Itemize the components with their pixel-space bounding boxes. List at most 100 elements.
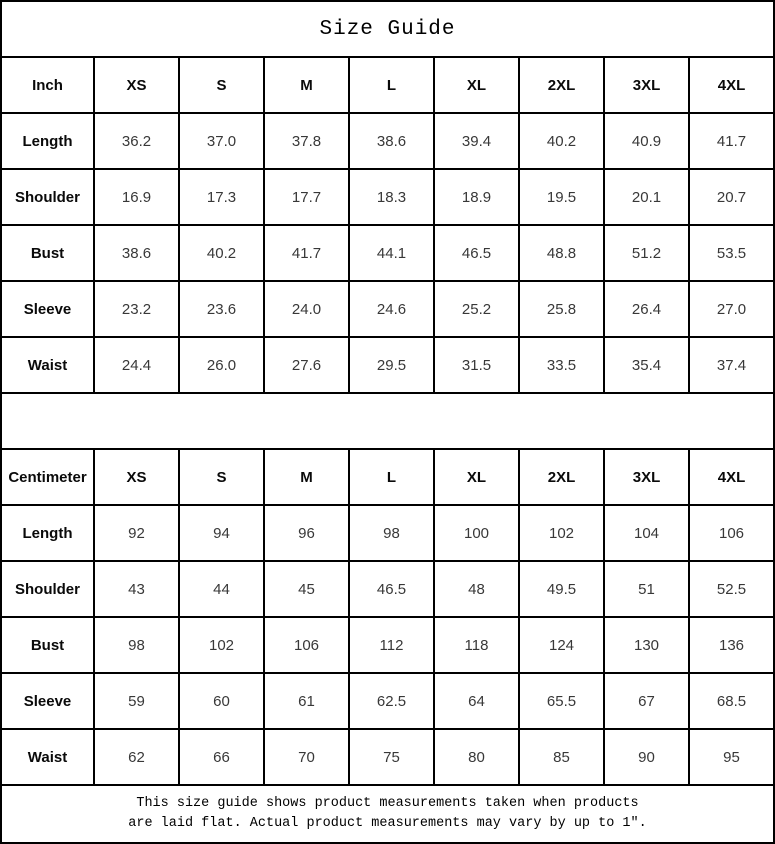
- size-col-header: L: [348, 56, 435, 114]
- measurement-value: 94: [178, 504, 265, 562]
- measurement-value: 41.7: [263, 224, 350, 282]
- measurement-value: 44: [178, 560, 265, 618]
- measurement-label: Sleeve: [0, 280, 95, 338]
- measurement-value: 25.2: [433, 280, 520, 338]
- measurement-value: 24.6: [348, 280, 435, 338]
- measurement-value: 37.4: [688, 336, 775, 394]
- size-header-row: Centimeter XS S M L XL 2XL 3XL 4XL: [0, 448, 775, 506]
- unit-label: Inch: [0, 56, 95, 114]
- size-header-row: Inch XS S M L XL 2XL 3XL 4XL: [0, 56, 775, 114]
- measurement-value: 17.7: [263, 168, 350, 226]
- measurement-value: 23.2: [93, 280, 180, 338]
- measurement-row: Sleeve 23.2 23.6 24.0 24.6 25.2 25.8 26.4 27.0: [0, 280, 775, 338]
- measurement-value: 35.4: [603, 336, 690, 394]
- measurement-label: Waist: [0, 336, 95, 394]
- size-col-header: 4XL: [688, 448, 775, 506]
- measurement-value: 26.0: [178, 336, 265, 394]
- measurement-value: 24.0: [263, 280, 350, 338]
- size-col-header: XS: [93, 56, 180, 114]
- measurement-value: 118: [433, 616, 520, 674]
- measurement-value: 70: [263, 728, 350, 786]
- measurement-value: 25.8: [518, 280, 605, 338]
- measurement-value: 27.6: [263, 336, 350, 394]
- measurement-value: 36.2: [93, 112, 180, 170]
- measurement-value: 48: [433, 560, 520, 618]
- measurement-value: 62: [93, 728, 180, 786]
- footer-note-line2: are laid flat. Actual product measuremen…: [128, 816, 647, 831]
- measurement-value: 29.5: [348, 336, 435, 394]
- measurement-value: 24.4: [93, 336, 180, 394]
- footer-section: This size guide shows product measuremen…: [0, 784, 775, 844]
- size-col-header: 3XL: [603, 56, 690, 114]
- measurement-value: 38.6: [93, 224, 180, 282]
- measurement-value: 67: [603, 672, 690, 730]
- measurement-value: 65.5: [518, 672, 605, 730]
- measurement-value: 45: [263, 560, 350, 618]
- size-col-header: 3XL: [603, 448, 690, 506]
- spacer-row: [0, 392, 775, 450]
- size-col-header: XS: [93, 448, 180, 506]
- measurement-value: 80: [433, 728, 520, 786]
- measurement-value: 48.8: [518, 224, 605, 282]
- measurement-value: 130: [603, 616, 690, 674]
- measurement-row: Length 36.2 37.0 37.8 38.6 39.4 40.2 40.9 41.7: [0, 112, 775, 170]
- measurement-value: 33.5: [518, 336, 605, 394]
- size-col-header: 4XL: [688, 56, 775, 114]
- measurement-value: 124: [518, 616, 605, 674]
- measurement-value: 19.5: [518, 168, 605, 226]
- measurement-value: 43: [93, 560, 180, 618]
- measurement-value: 112: [348, 616, 435, 674]
- spacer-cell: [0, 392, 775, 450]
- measurement-row: Bust 38.6 40.2 41.7 44.1 46.5 48.8 51.2 53.5: [0, 224, 775, 282]
- measurement-row: Sleeve 59 60 61 62.5 64 65.5 67 68.5: [0, 672, 775, 730]
- size-col-header: XL: [433, 56, 520, 114]
- measurement-value: 51.2: [603, 224, 690, 282]
- measurement-value: 44.1: [348, 224, 435, 282]
- measurement-value: 18.3: [348, 168, 435, 226]
- measurement-value: 106: [688, 504, 775, 562]
- measurement-value: 75: [348, 728, 435, 786]
- size-col-header: S: [178, 56, 265, 114]
- measurement-value: 49.5: [518, 560, 605, 618]
- size-col-header: XL: [433, 448, 520, 506]
- measurement-value: 106: [263, 616, 350, 674]
- measurement-value: 64: [433, 672, 520, 730]
- measurement-label: Bust: [0, 616, 95, 674]
- measurement-label: Bust: [0, 224, 95, 282]
- size-col-header: S: [178, 448, 265, 506]
- size-col-header: 2XL: [518, 56, 605, 114]
- measurement-label: Shoulder: [0, 560, 95, 618]
- measurement-value: 23.6: [178, 280, 265, 338]
- measurement-value: 51: [603, 560, 690, 618]
- measurement-value: 27.0: [688, 280, 775, 338]
- measurement-value: 52.5: [688, 560, 775, 618]
- measurement-value: 61: [263, 672, 350, 730]
- footer-note-line1: This size guide shows product measuremen…: [136, 796, 639, 812]
- measurement-value: 31.5: [433, 336, 520, 394]
- measurement-row: Shoulder 43 44 45 46.5 48 49.5 51 52.5: [0, 560, 775, 618]
- measurement-value: 41.7: [688, 112, 775, 170]
- footer-row: This size guide shows product measuremen…: [0, 784, 775, 844]
- measurement-value: 98: [348, 504, 435, 562]
- measurement-label: Length: [0, 504, 95, 562]
- measurement-label: Waist: [0, 728, 95, 786]
- measurement-value: 85: [518, 728, 605, 786]
- measurement-value: 18.9: [433, 168, 520, 226]
- measurement-value: 136: [688, 616, 775, 674]
- size-col-header: 2XL: [518, 448, 605, 506]
- measurement-value: 98: [93, 616, 180, 674]
- measurement-value: 37.0: [178, 112, 265, 170]
- measurement-value: 17.3: [178, 168, 265, 226]
- size-col-header: L: [348, 448, 435, 506]
- measurement-value: 40.2: [518, 112, 605, 170]
- measurement-value: 92: [93, 504, 180, 562]
- measurement-value: 37.8: [263, 112, 350, 170]
- measurement-value: 53.5: [688, 224, 775, 282]
- measurement-value: 90: [603, 728, 690, 786]
- measurement-value: 40.2: [178, 224, 265, 282]
- page-title: Size Guide: [0, 0, 775, 58]
- measurement-value: 20.1: [603, 168, 690, 226]
- measurement-value: 104: [603, 504, 690, 562]
